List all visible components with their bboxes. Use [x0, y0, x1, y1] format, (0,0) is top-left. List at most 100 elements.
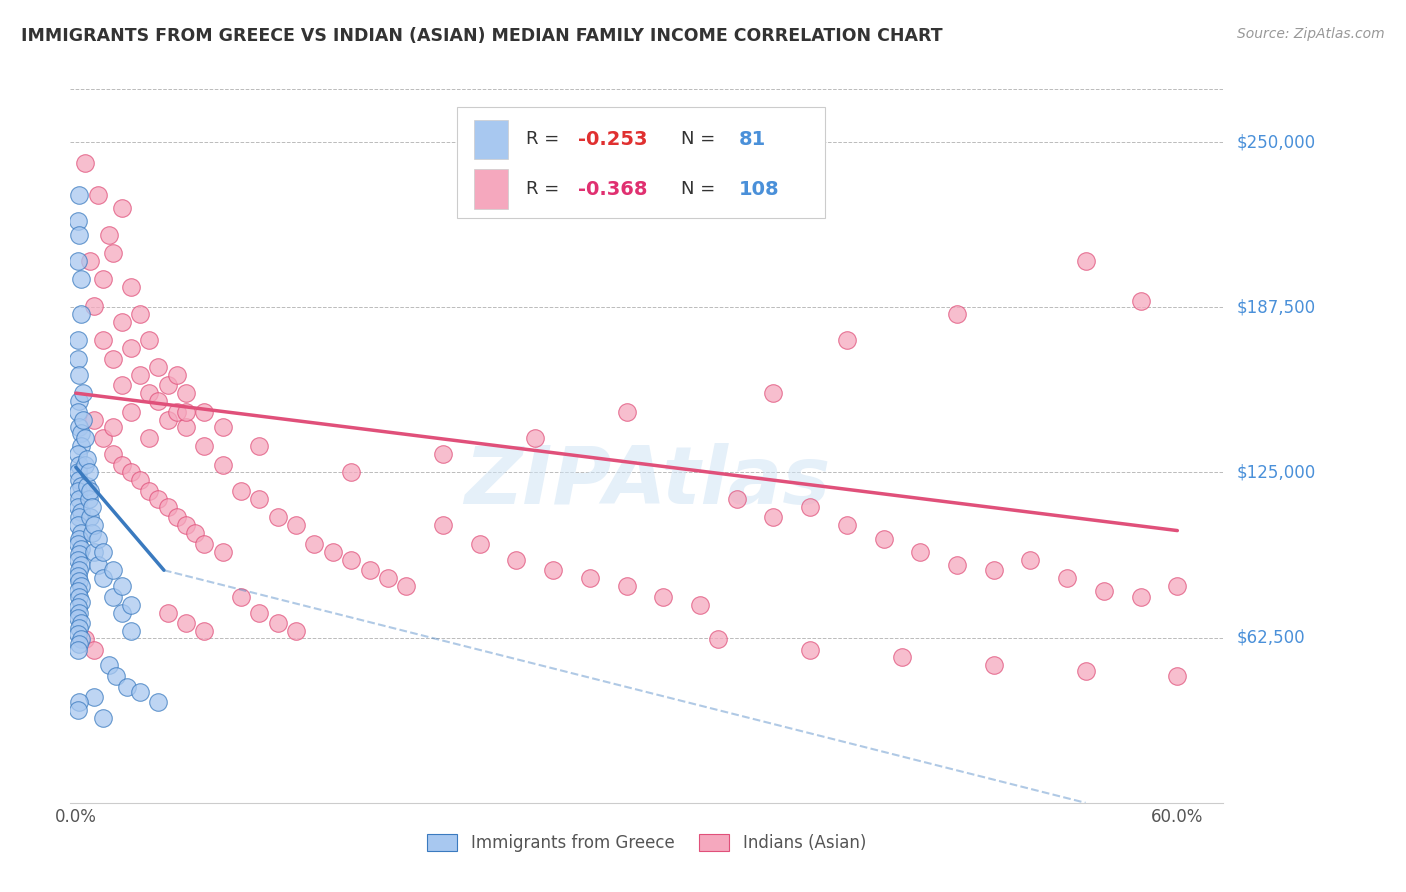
Point	[835, 518, 858, 533]
Point	[69, 394, 91, 409]
Point	[69, 547, 91, 561]
Point	[83, 545, 105, 559]
Point	[395, 579, 418, 593]
Point	[1019, 552, 1042, 566]
Point	[73, 632, 96, 646]
Point	[93, 272, 115, 286]
Point	[377, 571, 399, 585]
Point	[76, 478, 98, 492]
Text: 108: 108	[740, 179, 779, 199]
Point	[129, 307, 152, 321]
Point	[69, 590, 91, 604]
Text: Source: ZipAtlas.com: Source: ZipAtlas.com	[1237, 27, 1385, 41]
Point	[105, 669, 128, 683]
Point	[1166, 669, 1188, 683]
Point	[799, 500, 821, 514]
Point	[70, 505, 93, 519]
Point	[66, 568, 89, 582]
Point	[66, 404, 89, 418]
Point	[247, 439, 270, 453]
Point	[83, 299, 105, 313]
Point	[340, 466, 363, 480]
Point	[77, 491, 100, 506]
Point	[267, 510, 290, 524]
Point	[174, 616, 197, 631]
Point	[138, 431, 160, 445]
Point	[211, 545, 233, 559]
Point	[93, 545, 115, 559]
Text: $125,000: $125,000	[1237, 464, 1316, 482]
Point	[129, 368, 152, 382]
Point	[115, 680, 138, 694]
Point	[111, 579, 134, 593]
Point	[211, 420, 233, 434]
Point	[66, 537, 89, 551]
Point	[120, 598, 142, 612]
Text: ZIPAtlas: ZIPAtlas	[464, 442, 830, 521]
Point	[890, 650, 912, 665]
Point	[73, 431, 96, 445]
Point	[120, 341, 142, 355]
Point	[340, 552, 363, 566]
Point	[66, 500, 89, 514]
Text: $187,500: $187,500	[1237, 298, 1316, 317]
Point	[322, 545, 344, 559]
Point	[66, 466, 89, 480]
Point	[148, 695, 170, 709]
Point	[725, 491, 748, 506]
Point	[120, 280, 142, 294]
Point	[799, 642, 821, 657]
Point	[1129, 590, 1152, 604]
Point	[66, 626, 89, 640]
Point	[129, 685, 152, 699]
Point	[138, 333, 160, 347]
Text: IMMIGRANTS FROM GREECE VS INDIAN (ASIAN) MEDIAN FAMILY INCOME CORRELATION CHART: IMMIGRANTS FROM GREECE VS INDIAN (ASIAN)…	[21, 27, 942, 45]
Point	[166, 368, 188, 382]
Point	[120, 466, 142, 480]
Point	[66, 333, 89, 347]
Point	[166, 510, 188, 524]
FancyBboxPatch shape	[474, 120, 509, 159]
Point	[184, 526, 207, 541]
Point	[762, 386, 785, 401]
Point	[616, 404, 638, 418]
Point	[1092, 584, 1115, 599]
Point	[69, 574, 91, 588]
Point	[87, 188, 110, 202]
Point	[87, 558, 110, 572]
Point	[707, 632, 730, 646]
Point	[70, 595, 93, 609]
Point	[129, 474, 152, 488]
Point	[111, 458, 134, 472]
Point	[66, 611, 89, 625]
Point	[66, 483, 89, 498]
Point	[70, 616, 93, 631]
Point	[148, 491, 170, 506]
Point	[120, 404, 142, 418]
Point	[946, 558, 969, 572]
Point	[101, 420, 124, 434]
Text: -0.253: -0.253	[578, 129, 647, 149]
Point	[983, 563, 1005, 577]
Point	[66, 552, 89, 566]
Point	[70, 425, 93, 440]
Text: $62,500: $62,500	[1237, 629, 1306, 647]
Point	[79, 254, 101, 268]
Point	[73, 458, 96, 472]
Point	[432, 447, 454, 461]
Point	[111, 378, 134, 392]
Point	[72, 412, 94, 426]
Point	[174, 518, 197, 533]
Point	[101, 590, 124, 604]
Point	[79, 483, 101, 498]
Point	[69, 532, 91, 546]
Point	[946, 307, 969, 321]
Point	[229, 590, 252, 604]
Point	[652, 590, 675, 604]
Point	[83, 642, 105, 657]
Point	[193, 404, 215, 418]
Point	[73, 156, 96, 170]
Point	[70, 579, 93, 593]
Point	[523, 431, 546, 445]
Point	[70, 542, 93, 557]
